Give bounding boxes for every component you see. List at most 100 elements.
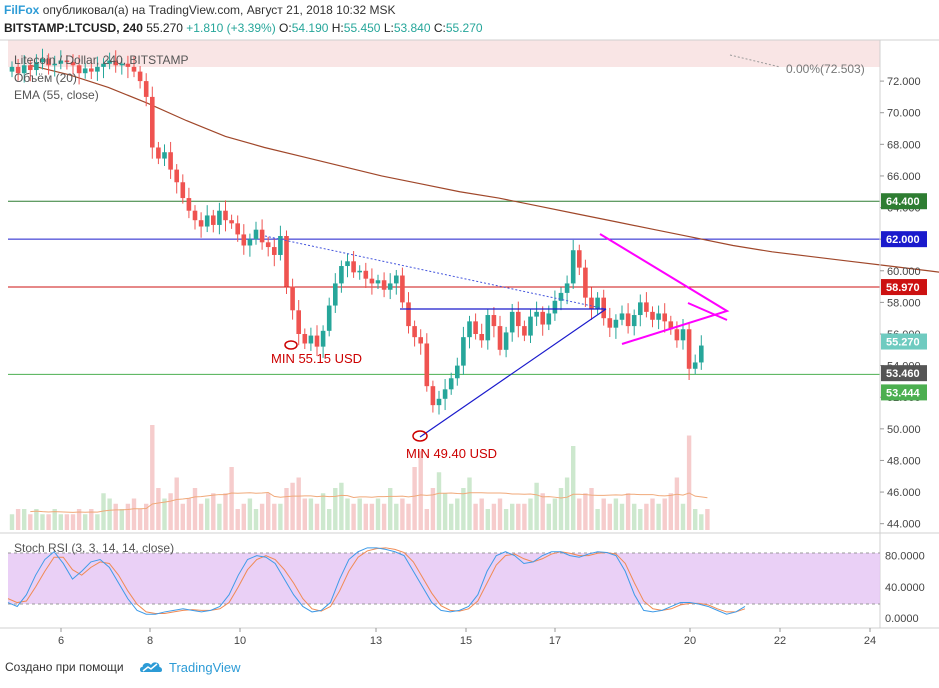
price-label-62.000: 62.000: [881, 231, 927, 248]
volume-bar: [388, 488, 393, 530]
candle-body: [662, 313, 667, 322]
price-tick-label: 46.000: [887, 487, 921, 499]
candle-body: [577, 250, 582, 268]
candle: [552, 290, 558, 321]
volume-bar: [686, 435, 692, 530]
volume-bar: [674, 477, 680, 530]
candle: [82, 62, 88, 79]
candle: [692, 354, 698, 375]
volume-bar: [211, 493, 216, 530]
low-label: L:: [383, 21, 394, 35]
candle-body: [418, 337, 423, 344]
candle-body: [211, 215, 216, 225]
volume-bar: [601, 498, 606, 530]
candle: [345, 253, 350, 278]
candle: [150, 86, 155, 159]
candle: [613, 314, 619, 339]
candle-body: [455, 365, 460, 379]
candle: [485, 309, 491, 350]
candle: [448, 372, 454, 395]
candle: [308, 327, 314, 351]
legend-title: Litecoin / Dollar, 240, BITSTAMP: [14, 53, 189, 67]
ema-line: [30, 64, 939, 273]
candle-body: [564, 283, 570, 293]
fib-label: 0.00%(72.503): [786, 62, 865, 76]
high-label: H:: [331, 21, 344, 35]
volume-bar: [418, 451, 423, 530]
candle-body: [296, 310, 301, 334]
candle: [119, 58, 125, 75]
candle: [351, 251, 356, 278]
candle-body: [631, 315, 637, 327]
volume-bar: [253, 509, 259, 530]
volume-bar: [400, 498, 405, 530]
volume-bar: [308, 498, 314, 530]
candle-body: [113, 60, 118, 66]
candle: [381, 272, 387, 298]
time-tick-label: 8: [147, 635, 153, 647]
volume-bar: [461, 488, 466, 530]
volume-bar: [144, 503, 149, 530]
volume-bar: [449, 503, 454, 530]
candle-body: [503, 332, 509, 350]
publisher-name[interactable]: FilFox: [4, 3, 40, 17]
candle-body: [461, 337, 466, 366]
candle: [131, 56, 137, 78]
footer-created-text: Создано при помощи: [5, 660, 124, 674]
candle: [528, 308, 533, 344]
time-tick-label: 15: [460, 635, 472, 647]
candle: [253, 221, 259, 245]
candle-body: [436, 398, 442, 406]
volume-bar: [22, 509, 27, 530]
candle: [406, 292, 411, 334]
volume-bar: [174, 477, 179, 530]
candle: [503, 326, 509, 358]
candle: [265, 236, 271, 257]
volume-bar: [64, 514, 70, 530]
candle-body: [424, 343, 430, 387]
volume-bar: [28, 514, 33, 530]
volume-bar: [662, 498, 667, 530]
candle: [89, 60, 94, 80]
volume-bar: [107, 498, 112, 530]
candle-body: [34, 62, 39, 71]
candle: [430, 380, 436, 413]
candle-body: [406, 302, 411, 327]
price-label-64.400: 64.400: [881, 193, 927, 210]
stoch-axis: 80.0000 40.0000 0.0000: [885, 551, 925, 626]
candle: [558, 287, 564, 311]
price-label-58.970: 58.970: [881, 279, 927, 296]
candle-body: [595, 297, 600, 309]
volume-bar: [180, 503, 185, 530]
candle: [52, 55, 57, 77]
candle-body: [180, 182, 186, 199]
candle-body: [601, 297, 606, 319]
volume-bar: [266, 493, 271, 530]
candle-body: [314, 335, 320, 347]
volume-bar: [357, 498, 362, 530]
volume-bar: [430, 488, 436, 530]
candle-body: [162, 152, 167, 159]
min2-marker: [412, 430, 428, 442]
candle: [143, 73, 149, 107]
price-tick-label: 60.000: [887, 266, 921, 278]
volume-bar: [223, 493, 228, 530]
candle-body: [247, 239, 253, 246]
candle-body: [613, 319, 619, 328]
volume-bar: [613, 498, 619, 530]
symbol-line: BITSTAMP:LTCUSD, 240 55.270 +1.810 (+3.3…: [4, 21, 483, 35]
volume-bar: [644, 503, 649, 530]
candle: [497, 315, 503, 356]
volume-bar: [680, 503, 686, 530]
price-label-text: 58.970: [886, 282, 920, 294]
candle: [302, 328, 308, 350]
tradingview-link[interactable]: TradingView: [139, 659, 241, 675]
candle-body: [394, 275, 399, 284]
candle-body: [21, 65, 27, 74]
volume-bar: [516, 503, 521, 530]
candles: [9, 48, 704, 415]
candle: [156, 141, 161, 165]
candle: [58, 50, 64, 70]
candle: [168, 141, 173, 179]
candle: [180, 174, 186, 204]
